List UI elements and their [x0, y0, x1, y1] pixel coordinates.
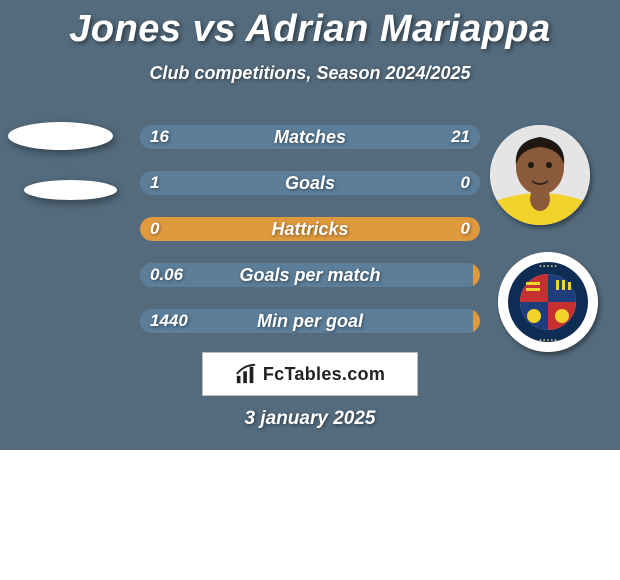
left-avatar-placeholder-1	[8, 122, 113, 150]
svg-text:• • • • •: • • • • •	[539, 264, 556, 270]
comparison-bar-row: Matches 16 21	[140, 125, 480, 149]
bar-label: Hattricks	[271, 217, 348, 241]
subtitle: Club competitions, Season 2024/2025	[0, 63, 620, 84]
comparison-bar-row: Hattricks 0 0	[140, 217, 480, 241]
bar-value-right: 0	[461, 171, 470, 195]
comparison-bar-row: Goals per match 0.06	[140, 263, 480, 287]
bar-label: Min per goal	[257, 309, 363, 333]
date-text: 3 january 2025	[245, 408, 376, 430]
comparison-bar-row: Goals 1 0	[140, 171, 480, 195]
bar-value-left: 0	[150, 217, 159, 241]
bar-value-left: 16	[150, 125, 169, 149]
bar-value-left: 1	[150, 171, 159, 195]
club-badge-icon: • • • • • • • • • •	[498, 252, 598, 352]
bar-label: Matches	[274, 125, 346, 149]
comparison-bar-row: Min per goal 1440	[140, 309, 480, 333]
brand-badge[interactable]: FcTables.com	[202, 352, 418, 396]
comparison-bars: Matches 16 21 Goals 1 0 Hattricks 0 0 Goals per m…	[140, 125, 480, 355]
right-avatar-badge: • • • • • • • • • •	[498, 252, 598, 352]
svg-text:• • • • •: • • • • •	[539, 338, 556, 344]
bar-chart-icon	[235, 363, 257, 385]
brand-text: FcTables.com	[263, 364, 385, 385]
bar-label: Goals per match	[239, 263, 380, 287]
comparison-card: Jones vs Adrian Mariappa Club competitio…	[0, 0, 620, 450]
bar-value-left: 1440	[150, 309, 188, 333]
right-avatar-player	[490, 125, 590, 225]
page-title: Jones vs Adrian Mariappa	[0, 0, 620, 51]
blank-area	[0, 450, 620, 580]
left-avatar-placeholder-2	[24, 180, 117, 200]
bar-value-left: 0.06	[150, 263, 183, 287]
player-avatar-icon	[490, 125, 590, 225]
bar-left-fill	[140, 171, 402, 195]
bar-label: Goals	[285, 171, 335, 195]
bar-value-right: 21	[451, 125, 470, 149]
bar-value-right: 0	[461, 217, 470, 241]
